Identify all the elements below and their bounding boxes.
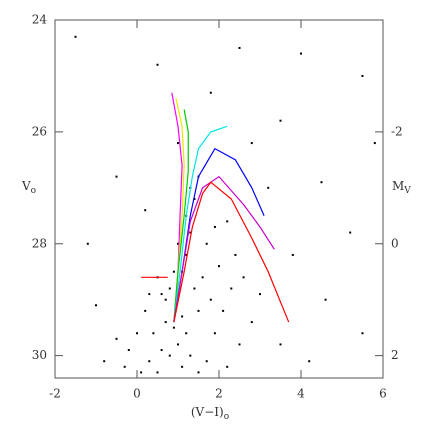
point xyxy=(349,231,352,234)
point xyxy=(164,321,167,324)
point xyxy=(226,220,229,223)
point xyxy=(160,293,163,296)
point xyxy=(168,354,171,357)
point xyxy=(324,298,327,301)
point xyxy=(115,337,118,340)
point xyxy=(238,343,241,346)
point xyxy=(230,287,233,290)
y-label-main: V xyxy=(21,179,31,193)
point xyxy=(86,242,89,245)
point xyxy=(291,253,294,256)
x-label-sub: o xyxy=(224,412,229,422)
point xyxy=(201,276,204,279)
y2-axis-label: MV xyxy=(392,179,411,196)
point xyxy=(156,371,159,374)
point xyxy=(189,354,192,357)
point xyxy=(308,360,311,363)
point xyxy=(148,293,151,296)
point xyxy=(361,74,364,77)
y2-label-sub: V xyxy=(403,186,411,196)
plot-frame xyxy=(54,19,384,379)
point xyxy=(189,231,192,234)
y-tick-label: 28 xyxy=(32,236,47,250)
point xyxy=(123,365,126,368)
point xyxy=(144,209,147,212)
point xyxy=(197,309,200,312)
point xyxy=(160,349,163,352)
point xyxy=(177,343,179,346)
y2-label-main: M xyxy=(392,179,404,193)
x-label-main: (V−I) xyxy=(191,405,224,419)
point xyxy=(209,91,212,94)
x-tick-label: 2 xyxy=(215,387,223,401)
x-tick-label: -2 xyxy=(49,387,61,401)
point xyxy=(127,349,130,352)
point xyxy=(361,332,364,335)
point xyxy=(250,321,253,324)
point xyxy=(300,52,302,55)
point xyxy=(193,287,196,290)
point xyxy=(103,360,106,363)
x-axis-label: (V−I)o xyxy=(191,405,229,422)
point xyxy=(136,332,138,335)
point xyxy=(250,142,253,145)
point xyxy=(144,309,147,312)
point xyxy=(205,242,208,245)
point xyxy=(181,315,184,318)
point xyxy=(213,332,216,335)
point xyxy=(177,242,179,245)
y-axis-label: Vo xyxy=(21,179,36,196)
point xyxy=(140,371,143,374)
y2-tick-label: -2 xyxy=(391,124,403,138)
y-tick-label: 30 xyxy=(32,348,47,362)
point xyxy=(172,326,175,329)
point xyxy=(259,293,261,296)
point xyxy=(213,225,216,228)
point xyxy=(373,142,376,145)
point xyxy=(115,175,118,178)
point xyxy=(185,253,188,256)
y2-tick-label: 0 xyxy=(391,236,399,250)
point xyxy=(234,253,237,256)
point xyxy=(177,142,179,145)
point xyxy=(242,276,245,279)
y-label-sub: o xyxy=(31,186,36,196)
point xyxy=(238,46,241,49)
x-tick-label: 6 xyxy=(379,387,387,401)
point xyxy=(152,332,155,335)
point xyxy=(205,360,208,363)
point xyxy=(226,365,229,368)
point xyxy=(148,360,151,363)
point xyxy=(279,343,282,346)
point xyxy=(168,287,171,290)
isochrone xyxy=(173,181,290,323)
isochrone xyxy=(173,125,228,323)
point xyxy=(156,63,159,66)
point xyxy=(279,119,282,122)
point xyxy=(74,35,77,38)
x-tick-label: 0 xyxy=(133,387,141,401)
point xyxy=(222,309,225,312)
point xyxy=(95,304,97,307)
y-tick-label: 26 xyxy=(32,124,47,138)
point xyxy=(267,186,270,189)
point xyxy=(197,371,200,374)
y2-tick-label: 2 xyxy=(391,348,399,362)
point xyxy=(209,298,212,301)
point xyxy=(185,332,188,335)
x-tick-label: 4 xyxy=(297,387,305,401)
point xyxy=(164,298,167,301)
point xyxy=(172,270,175,273)
point xyxy=(181,365,184,368)
point xyxy=(320,181,323,184)
point xyxy=(218,265,220,268)
y-tick-label: 24 xyxy=(32,13,48,27)
isochrone xyxy=(173,109,189,323)
